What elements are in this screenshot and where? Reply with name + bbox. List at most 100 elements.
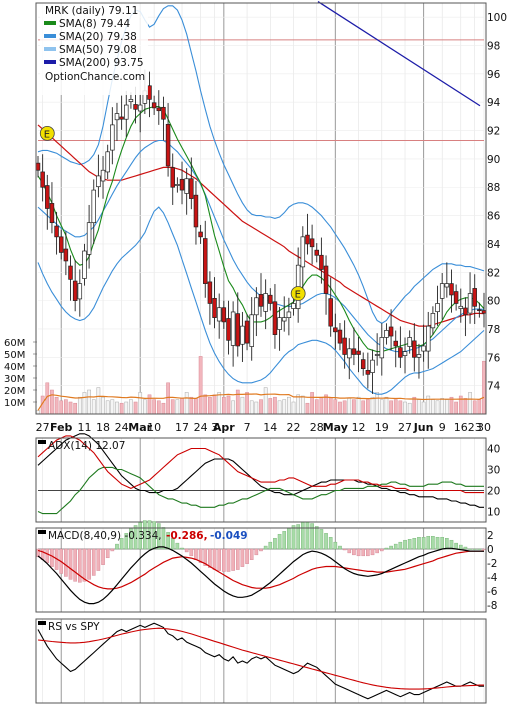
y-tick-label: 74: [487, 381, 501, 393]
candle-down: [268, 294, 273, 304]
macd-line: [37, 546, 485, 605]
macd-histogram-bar: [96, 548, 101, 571]
candle-up: [249, 314, 254, 347]
macd-histogram-bar: [291, 525, 296, 550]
candle-up: [277, 317, 282, 330]
volume-bar: [203, 394, 208, 415]
macd-histogram-bar: [119, 538, 124, 550]
macd-histogram-bar: [431, 536, 435, 550]
price-panel-frame: [35, 2, 487, 415]
volume-bar: [91, 399, 96, 415]
macd-histogram-bar: [277, 534, 282, 550]
y-tick-label: 90: [487, 154, 500, 166]
y-tick-label: 40: [487, 444, 500, 456]
x-tick-label: 14: [263, 421, 277, 434]
y-tick-label: 96: [487, 69, 501, 81]
volume-bar: [403, 401, 407, 415]
macd-histogram-bar: [259, 548, 263, 552]
volume-bar: [379, 399, 384, 415]
macd-histogram-bar: [189, 548, 194, 557]
legend-label: SMA(50) 79.08: [59, 44, 137, 56]
volume-bar: [119, 402, 124, 415]
volume-bar: [180, 398, 184, 415]
x-tick-label: 27: [398, 421, 412, 434]
candle-up: [467, 293, 473, 314]
macd-histogram-bar: [203, 548, 208, 566]
macd-histogram-bar: [254, 548, 259, 556]
volume-bar: [328, 396, 333, 415]
macd-histogram-bar: [240, 548, 245, 567]
macd-histogram-bar: [152, 521, 156, 550]
y-tick-label: 76: [487, 352, 501, 364]
earnings-marker: [39, 125, 55, 141]
candle-down: [356, 350, 361, 355]
y-tick-label: 100: [487, 12, 507, 24]
macd-histogram-value: -0.049: [210, 530, 248, 542]
volume-bar: [96, 387, 101, 415]
candle-down: [309, 238, 315, 248]
legend-swatch: [44, 47, 56, 51]
candle-down: [45, 185, 50, 209]
volume-bar: [421, 401, 426, 415]
candle-up: [240, 325, 245, 345]
volume-bar: [384, 396, 389, 415]
x-tick-label: 10: [147, 421, 161, 434]
volume-bar: [310, 392, 314, 415]
volume-bar: [240, 396, 245, 415]
volume-tick-label: 40M: [4, 362, 25, 373]
macd-histogram-bar: [403, 539, 407, 550]
legend-swatch: [38, 530, 46, 534]
volume-bar: [431, 399, 435, 415]
macd-histogram-bar: [361, 548, 366, 557]
macd-histogram-bar: [73, 548, 77, 582]
candle-down: [119, 116, 124, 120]
candle-down: [161, 106, 166, 120]
macd-histogram-bar: [45, 548, 50, 563]
volume-bar: [268, 398, 273, 415]
macd-histogram-bar: [115, 543, 119, 550]
macd-histogram-bar: [393, 543, 398, 550]
candle-up: [416, 354, 422, 358]
candle-up: [175, 184, 180, 186]
candle-up: [105, 151, 110, 173]
candle-up: [82, 250, 87, 279]
legend-label: SMA(200) 93.75: [59, 57, 144, 69]
macd-histogram-bar: [375, 548, 379, 554]
volume-bar: [184, 392, 189, 415]
volume-bar: [254, 401, 259, 415]
candle-up: [347, 348, 352, 359]
macd-histogram-bar: [324, 533, 328, 550]
candle-down: [147, 85, 152, 100]
candle-up: [91, 189, 96, 224]
macd-histogram-bar: [208, 548, 212, 568]
candle-up: [421, 345, 426, 352]
legend-label: MRK (daily) 79.11: [45, 5, 138, 17]
rs-panel-frame: [35, 618, 487, 704]
candle-down: [207, 281, 213, 304]
volume-bar: [319, 396, 324, 415]
volume-tick-label: 20M: [4, 386, 25, 397]
macd-histogram-bar: [352, 548, 356, 556]
macd-histogram-bar: [217, 548, 221, 571]
candle-down: [189, 178, 194, 199]
candle-down: [337, 329, 343, 344]
macd-histogram-bar: [449, 539, 454, 550]
volume-bar: [64, 399, 68, 415]
plus-di-line: [37, 466, 484, 515]
macd-histogram-bar: [370, 548, 375, 556]
volume-bar: [170, 399, 175, 415]
candle-up: [407, 337, 412, 347]
candle-up: [291, 303, 296, 309]
volume-bar: [175, 399, 180, 415]
volume-tick-label: 50M: [4, 350, 25, 361]
volume-bar: [166, 382, 170, 415]
macd-histogram-bar: [268, 541, 273, 550]
candle-up: [370, 359, 375, 373]
volume-bar: [338, 401, 342, 415]
macd-histogram-bar: [235, 548, 240, 570]
x-tick-label: 30: [477, 421, 491, 434]
volume-bar: [482, 360, 486, 415]
relative-strength-average-line: [37, 627, 484, 690]
volume-bar: [138, 392, 143, 415]
volume-bar: [417, 399, 421, 415]
